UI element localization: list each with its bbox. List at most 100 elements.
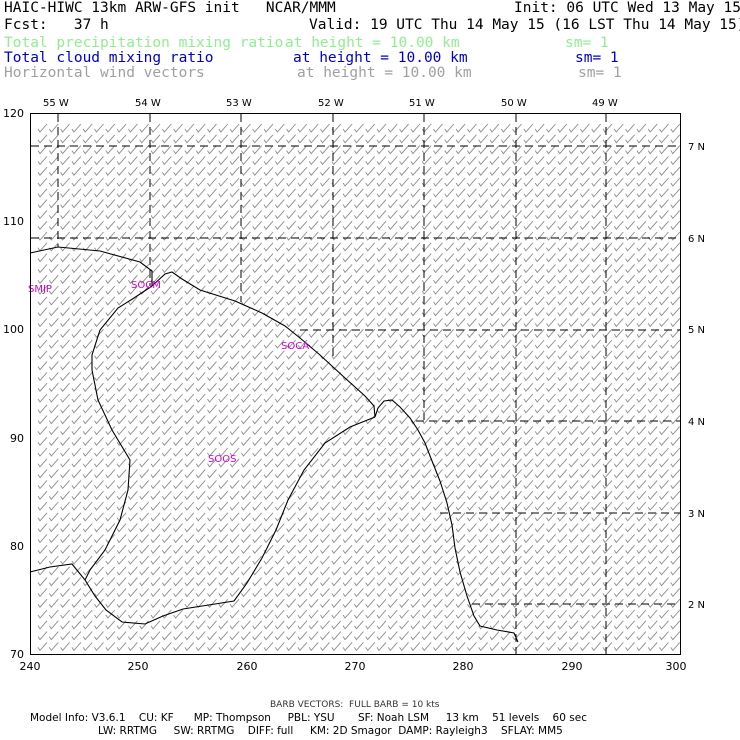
wind-barb	[297, 210, 308, 220]
lon-label-54w: 54 W	[135, 98, 161, 109]
wind-barb	[320, 372, 330, 382]
wind-barb	[523, 523, 534, 533]
wind-barb	[48, 134, 59, 144]
wind-barb	[534, 350, 545, 360]
wind-barb	[467, 609, 477, 619]
wind-barb	[523, 436, 534, 446]
wind-barb	[229, 447, 240, 457]
wind-barb	[625, 480, 635, 490]
wind-barb	[195, 361, 206, 371]
wind-barb	[218, 350, 229, 360]
wind-barb	[331, 274, 342, 284]
wind-barb	[478, 588, 489, 598]
field2-smoothing: sm= 1	[575, 50, 619, 66]
wind-barb	[263, 631, 274, 641]
wind-barb	[376, 188, 387, 198]
wind-barb	[489, 145, 500, 155]
wind-barb	[37, 145, 48, 155]
wind-barb	[376, 447, 387, 457]
wind-barb	[229, 512, 240, 522]
wind-barb	[116, 382, 127, 392]
wind-barb	[241, 609, 251, 619]
wind-barb	[387, 382, 398, 392]
wind-barb	[60, 436, 70, 446]
wind-barb	[252, 339, 263, 349]
wind-barb	[308, 177, 319, 187]
wind-barb	[613, 177, 624, 187]
wind-barb	[342, 274, 353, 284]
wind-barb	[512, 620, 522, 630]
wind-barb	[659, 220, 669, 230]
wind-barb	[399, 123, 409, 133]
wind-barb	[94, 534, 104, 544]
wind-barb	[331, 609, 342, 619]
wind-barb	[467, 426, 477, 436]
wind-barb	[557, 339, 568, 349]
wind-barb	[320, 274, 330, 284]
wind-barb	[387, 177, 398, 187]
wind-barb	[568, 307, 579, 317]
wind-barb	[647, 274, 658, 284]
wind-barb	[263, 598, 274, 608]
wind-barb	[105, 415, 116, 425]
wind-barb	[410, 307, 421, 317]
wind-barb	[455, 199, 466, 209]
wind-barb	[263, 382, 274, 392]
wind-barb	[128, 339, 138, 349]
wind-barb	[252, 156, 263, 166]
wind-barb	[308, 588, 319, 598]
wind-barb	[229, 285, 240, 295]
wind-barb	[647, 350, 658, 360]
wind-barb	[116, 285, 127, 295]
wind-barb	[613, 458, 624, 468]
wind-barb	[252, 393, 263, 403]
wind-barb	[478, 253, 489, 263]
wind-barb	[365, 253, 376, 263]
wind-barb	[399, 361, 409, 371]
wind-barb	[659, 534, 669, 544]
wind-barb	[297, 534, 308, 544]
wind-barb	[467, 318, 477, 328]
wind-barb	[376, 210, 387, 220]
wind-barb	[568, 220, 579, 230]
wind-barb	[399, 307, 409, 317]
wind-barb	[60, 145, 70, 155]
wind-barb	[161, 361, 172, 371]
wind-barb	[568, 544, 579, 554]
wind-barb	[331, 598, 342, 608]
wind-barb	[659, 577, 669, 587]
wind-barb	[546, 264, 556, 274]
wind-barb	[591, 134, 602, 144]
wind-barb	[263, 458, 274, 468]
wind-barb	[105, 220, 116, 230]
wind-barb	[229, 620, 240, 630]
wind-barb	[308, 307, 319, 317]
wind-barb	[410, 447, 421, 457]
wind-barb	[297, 350, 308, 360]
wind-barb	[60, 253, 70, 263]
wind-barb	[37, 307, 48, 317]
x-tick-240: 240	[20, 660, 41, 673]
wind-barb	[37, 382, 48, 392]
wind-barb	[150, 609, 161, 619]
wind-barb	[467, 156, 477, 166]
wind-barb	[320, 307, 330, 317]
wind-barb	[500, 620, 511, 630]
wind-barb	[229, 253, 240, 263]
wind-barb	[444, 469, 455, 479]
wind-barb	[546, 339, 556, 349]
wind-barb	[241, 393, 251, 403]
wind-barb	[173, 588, 183, 598]
wind-barb	[670, 501, 681, 511]
wind-barb	[150, 480, 161, 490]
wind-barb	[467, 231, 477, 241]
wind-barb	[207, 210, 217, 220]
wind-barb	[670, 523, 681, 533]
wind-barb	[534, 523, 545, 533]
wind-barb	[534, 339, 545, 349]
wind-barb	[500, 328, 511, 338]
wind-barb	[48, 544, 59, 554]
wind-barb	[48, 350, 59, 360]
wind-barb	[500, 555, 511, 565]
wind-barb	[534, 318, 545, 328]
